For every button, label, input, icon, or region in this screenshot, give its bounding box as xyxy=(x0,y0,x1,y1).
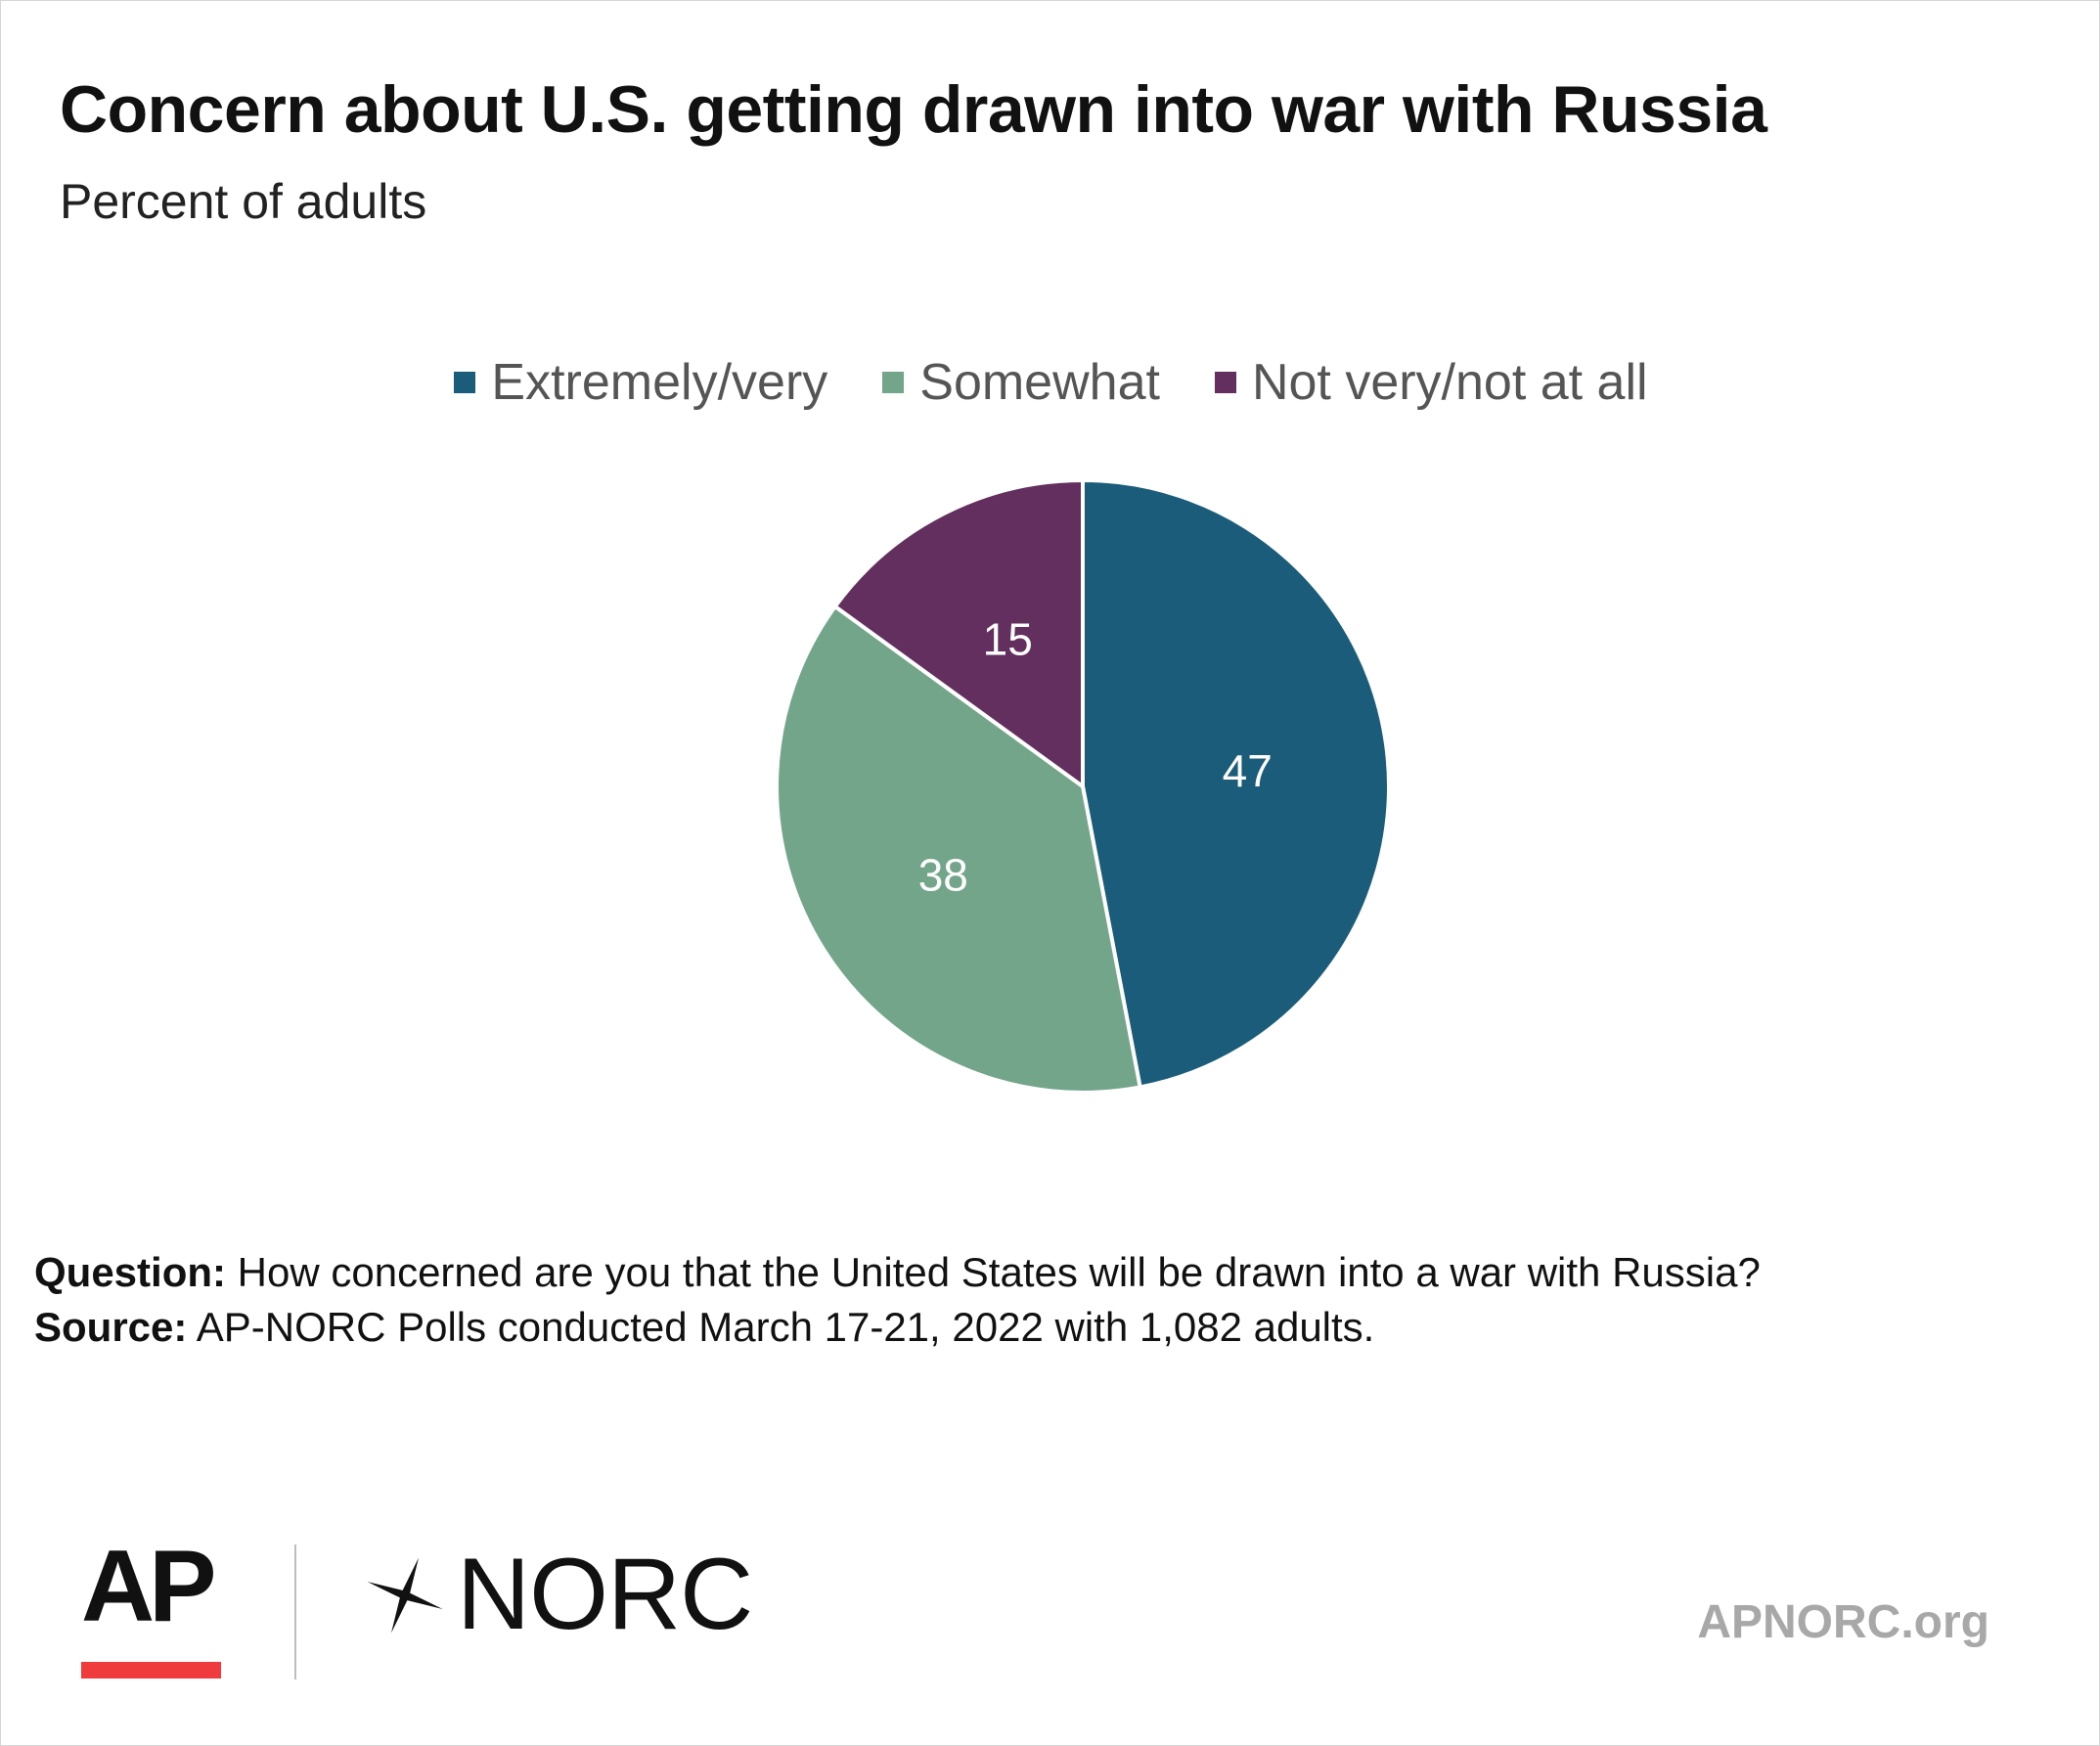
site-url: APNORC.org xyxy=(1697,1596,1989,1648)
pie-slice-label-1: 38 xyxy=(918,850,968,901)
ap-logo-underline xyxy=(81,1662,221,1679)
legend-label-extremely-very: Extremely/very xyxy=(491,354,828,411)
chart-legend: Extremely/very Somewhat Not very/not at … xyxy=(1,353,2100,412)
question-label: Question: xyxy=(34,1249,226,1295)
norc-logo: NORC xyxy=(361,1537,753,1653)
legend-swatch-not-very xyxy=(1214,372,1236,393)
source-note: Source: AP-NORC Polls conducted March 17… xyxy=(34,1300,1761,1355)
pie-slice-label-0: 47 xyxy=(1223,745,1273,796)
pie-slice-label-2: 15 xyxy=(983,613,1033,664)
ap-logo: AP xyxy=(81,1530,228,1683)
legend-label-somewhat: Somewhat xyxy=(919,354,1160,411)
ap-logo-text: AP xyxy=(81,1530,217,1643)
legend-item-somewhat: Somewhat xyxy=(882,353,1160,412)
pie-slice-not-very-not-at-all xyxy=(832,478,1085,788)
chart-notes: Question: How concerned are you that the… xyxy=(34,1245,1761,1355)
source-text: AP-NORC Polls conducted March 17-21, 202… xyxy=(187,1304,1375,1350)
legend-item-extremely-very: Extremely/very xyxy=(454,353,827,412)
legend-label-not-very: Not very/not at all xyxy=(1251,354,1648,411)
question-text: How concerned are you that the United St… xyxy=(226,1249,1761,1295)
pie-slice-somewhat xyxy=(775,604,1142,1096)
source-label: Source: xyxy=(34,1304,188,1350)
question-note: Question: How concerned are you that the… xyxy=(34,1245,1761,1300)
pie-slice-extremely-very xyxy=(1081,478,1391,1090)
legend-swatch-somewhat xyxy=(882,372,905,393)
logo-divider xyxy=(294,1545,296,1679)
legend-item-not-very: Not very/not at all xyxy=(1214,353,1648,412)
chart-title: Concern about U.S. getting drawn into wa… xyxy=(60,72,1767,147)
chart-subtitle: Percent of adults xyxy=(60,174,427,229)
norc-star-icon xyxy=(367,1556,443,1634)
pie-chart: 47 38 15 xyxy=(775,478,1391,1096)
norc-logo-text: NORC xyxy=(457,1538,753,1651)
legend-swatch-extremely-very xyxy=(454,372,476,393)
